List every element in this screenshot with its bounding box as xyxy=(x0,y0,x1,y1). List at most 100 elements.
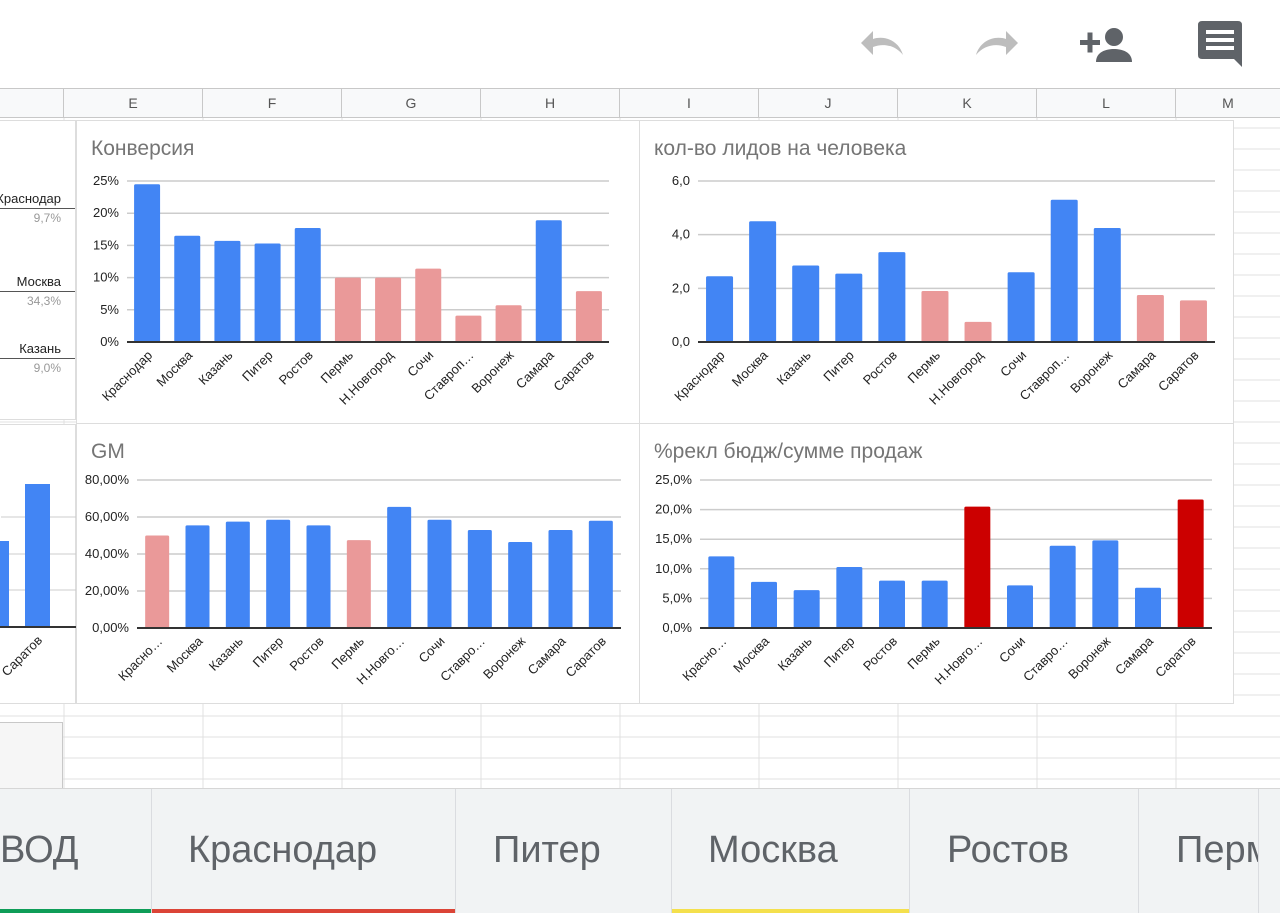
column-header-e[interactable]: E xyxy=(64,89,203,117)
chart-bar xyxy=(375,277,402,342)
leads-chart-panel[interactable]: кол-во лидов на человека 0,0 2,0 4,0 6,0 Кра… xyxy=(639,120,1234,424)
chart-bar xyxy=(0,541,9,627)
chart-bar xyxy=(1050,199,1078,342)
comment-icon xyxy=(1198,21,1242,67)
y-tick-label: 25% xyxy=(93,173,119,188)
share-button[interactable] xyxy=(1078,18,1138,70)
sheet-tab-perm[interactable]: Перм xyxy=(1139,789,1259,913)
gm-chart-panel[interactable]: GM 0,00% 20,00% 40,00% 60,00% 80,00% Красно… М… xyxy=(76,423,640,704)
sheet-tab-moskva[interactable]: Москва xyxy=(672,789,910,913)
x-tick-label: Пермь xyxy=(904,633,943,672)
sheet-tab-piter[interactable]: Питер xyxy=(456,789,672,913)
column-header-partial[interactable] xyxy=(0,89,64,117)
partial-bar-chart-panel[interactable]: Саратов xyxy=(0,424,77,704)
ad-budget-chart-panel[interactable]: %рекл бюдж/сумме продаж 0,0% 5,0% 10,0% 15,… xyxy=(639,423,1234,704)
y-tick-label: 4,0 xyxy=(672,227,690,242)
comments-button[interactable] xyxy=(1190,18,1250,70)
column-header-i[interactable]: I xyxy=(620,89,759,117)
column-header-g[interactable]: G xyxy=(342,89,481,117)
pie-label-rule xyxy=(0,358,75,359)
column-header-k[interactable]: K xyxy=(898,89,1037,117)
redo-icon xyxy=(976,31,1018,55)
x-tick-label: Ростов xyxy=(860,633,900,673)
x-tick-label: Сочи xyxy=(404,348,436,380)
sheet-grid[interactable]: Краснодар 9,7% Москва 34,3% Казань 9,0% … xyxy=(0,118,1280,789)
conversion-chart-panel[interactable]: Конверсия 0% 5% 10% 15% 20% 25% Краснодар Москв… xyxy=(76,120,640,424)
chart-bar xyxy=(708,556,735,628)
x-tick-label: Воронеж xyxy=(468,347,517,396)
leads-chart: 0,0 2,0 4,0 6,0 Краснодар Москва Казань Питер Ро… xyxy=(671,173,1215,408)
pie-label-name: Краснодар xyxy=(0,191,61,206)
chart-bar xyxy=(835,273,863,342)
x-tick-label: Самара xyxy=(1114,347,1159,392)
chart-bar xyxy=(254,243,281,342)
column-header-m[interactable]: M xyxy=(1222,95,1234,111)
sheet-tab-rostov[interactable]: Ростов xyxy=(910,789,1139,913)
x-tick-label: Воронеж xyxy=(1067,347,1116,396)
x-tick-label: Москва xyxy=(730,633,773,676)
sheet-tab-label: Перм xyxy=(1176,829,1258,871)
x-tick-label: Москва xyxy=(164,633,207,676)
sheet-tab-color xyxy=(152,909,455,913)
toolbar xyxy=(0,0,1280,88)
chart-bar xyxy=(134,184,161,342)
chart-bar xyxy=(346,540,371,628)
x-tick-label: Красно… xyxy=(115,634,165,684)
x-tick-label: Ростов xyxy=(286,633,326,673)
undo-icon xyxy=(861,31,903,55)
y-tick-label: 10,0% xyxy=(655,561,692,576)
y-tick-label: 5,0% xyxy=(662,590,692,605)
column-header-h[interactable]: H xyxy=(481,89,620,117)
partial-pie-chart-panel[interactable]: Краснодар 9,7% Москва 34,3% Казань 9,0% xyxy=(0,120,76,420)
x-tick-label: Москва xyxy=(153,347,196,390)
chart-bar xyxy=(879,580,905,628)
sheet-tab-krasnodar[interactable]: Краснодар xyxy=(152,789,456,913)
row-header-partial[interactable] xyxy=(0,722,63,789)
x-tick-label: Пермь xyxy=(317,347,356,386)
y-tick-label: 40,00% xyxy=(85,546,130,561)
column-header-l[interactable]: L xyxy=(1037,89,1176,117)
x-tick-label: Краснодар xyxy=(99,348,155,404)
chart-bar xyxy=(964,506,991,628)
chart-bar xyxy=(1136,295,1164,342)
chart-bar xyxy=(25,484,50,627)
x-tick-label: Воронеж xyxy=(1065,633,1114,682)
y-tick-label: 25,0% xyxy=(655,472,692,487)
chart-bar xyxy=(921,291,949,342)
x-tick-label: Воронеж xyxy=(480,633,529,682)
partial-bar-chart: Саратов xyxy=(0,484,77,679)
x-tick-label: Ставро… xyxy=(1020,634,1071,685)
sheet-tab-label: ВОД xyxy=(0,829,79,871)
chart-bar xyxy=(467,529,492,628)
y-tick-label: 2,0 xyxy=(672,280,690,295)
x-tick-label: Саратов xyxy=(0,632,45,679)
x-tick-label: Саратов xyxy=(1155,347,1202,394)
chart-bar xyxy=(495,305,522,342)
column-header-f[interactable]: F xyxy=(203,89,342,117)
chart-bar xyxy=(878,252,906,342)
x-tick-label: Ростов xyxy=(860,347,900,387)
sheet-tab-bar: ВОД Краснодар Питер Москва Ростов Перм xyxy=(0,788,1280,913)
y-tick-label: 15% xyxy=(93,237,119,252)
chart-bar xyxy=(415,268,442,342)
undo-button[interactable] xyxy=(853,18,913,70)
chart-bar xyxy=(1007,585,1033,628)
chart-bar xyxy=(294,228,321,342)
y-tick-label: 5% xyxy=(100,302,119,317)
chart-bar xyxy=(225,521,250,628)
column-header-j[interactable]: J xyxy=(759,89,898,117)
y-tick-label: 15,0% xyxy=(655,531,692,546)
y-tick-label: 20,00% xyxy=(85,583,130,598)
x-tick-label: Сочи xyxy=(416,634,448,666)
pie-label-pct: 9,0% xyxy=(33,361,61,375)
redo-button[interactable] xyxy=(966,18,1026,70)
sheet-tab-label: Краснодар xyxy=(188,829,378,871)
gm-chart: 0,00% 20,00% 40,00% 60,00% 80,00% Красно…Моск… xyxy=(85,472,621,687)
chart-bar xyxy=(334,277,361,342)
chart-bar xyxy=(174,235,201,342)
x-tick-label: Саратов xyxy=(1152,633,1199,680)
chart-bar xyxy=(792,265,820,342)
chart-bar xyxy=(455,315,482,342)
sheet-tab-svod[interactable]: ВОД xyxy=(0,789,152,913)
x-tick-label: Пермь xyxy=(328,633,367,672)
